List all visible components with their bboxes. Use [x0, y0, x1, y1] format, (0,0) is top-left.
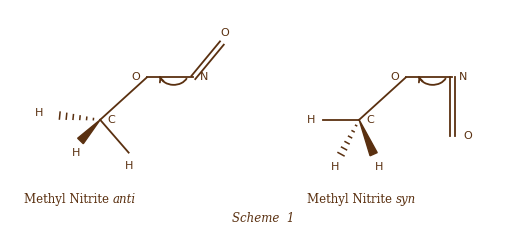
Polygon shape — [77, 120, 100, 144]
Text: H: H — [35, 109, 43, 118]
Text: O: O — [464, 131, 472, 141]
Text: syn: syn — [395, 193, 416, 206]
Text: O: O — [220, 28, 229, 38]
Text: N: N — [200, 72, 208, 82]
Text: H: H — [306, 115, 315, 125]
Text: N: N — [459, 72, 468, 82]
Text: O: O — [132, 72, 141, 82]
Text: anti: anti — [113, 193, 136, 206]
Text: H: H — [331, 162, 339, 172]
Text: H: H — [124, 161, 133, 171]
Text: Scheme  1: Scheme 1 — [232, 212, 294, 225]
Polygon shape — [359, 120, 377, 156]
Text: Methyl Nitrite: Methyl Nitrite — [306, 193, 395, 206]
Text: H: H — [374, 162, 383, 172]
Text: O: O — [391, 72, 400, 82]
Text: Methyl Nitrite: Methyl Nitrite — [25, 193, 113, 206]
Text: H: H — [72, 148, 81, 158]
Text: C: C — [107, 115, 115, 125]
Text: C: C — [366, 115, 373, 125]
